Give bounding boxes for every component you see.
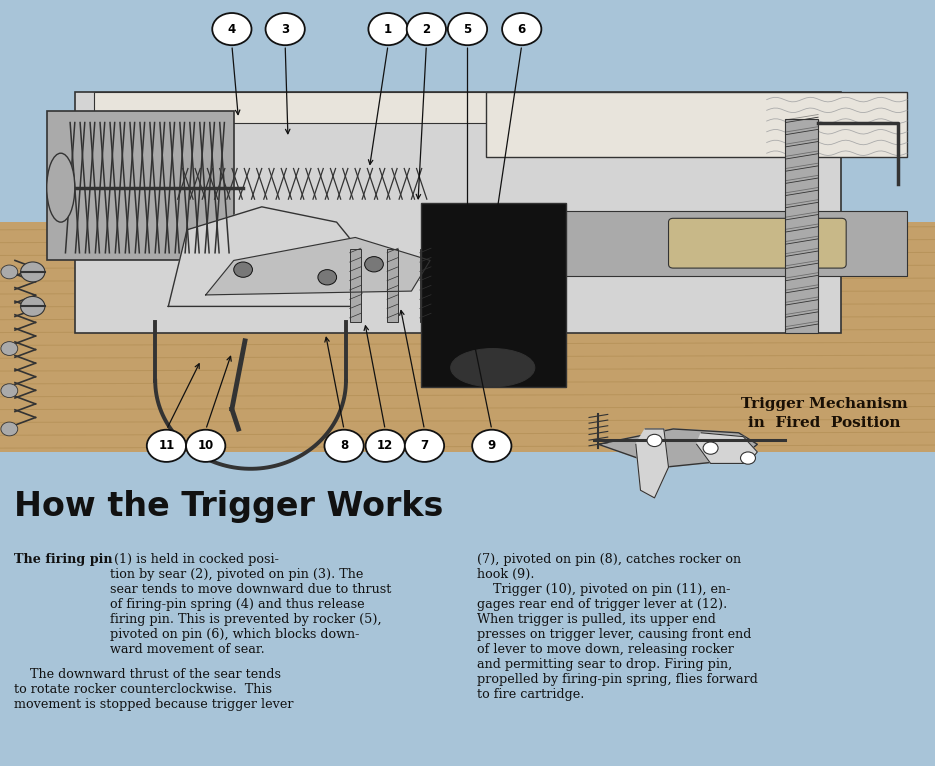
- Circle shape: [1, 384, 18, 398]
- Circle shape: [502, 13, 541, 45]
- Circle shape: [741, 452, 755, 464]
- Bar: [0, 222, 935, 452]
- Text: (1) is held in cocked posi-
tion by sear (2), pivoted on pin (3). The
sear tends: (1) is held in cocked posi- tion by sear…: [110, 553, 392, 656]
- Text: 5: 5: [464, 23, 471, 35]
- Bar: [486, 92, 907, 157]
- FancyBboxPatch shape: [669, 218, 846, 268]
- Text: How the Trigger Works: How the Trigger Works: [14, 490, 443, 523]
- Circle shape: [405, 430, 444, 462]
- Circle shape: [448, 13, 487, 45]
- Text: The downward thrust of the sear tends
to rotate rocker counterclockwise.  This
m: The downward thrust of the sear tends to…: [14, 653, 294, 711]
- Circle shape: [21, 296, 45, 316]
- Text: 10: 10: [197, 440, 214, 452]
- Text: 7: 7: [421, 440, 428, 452]
- Text: 11: 11: [158, 440, 175, 452]
- Bar: [75, 92, 842, 333]
- Polygon shape: [598, 429, 757, 467]
- Text: 3: 3: [281, 23, 289, 35]
- Text: 12: 12: [377, 440, 394, 452]
- Circle shape: [318, 270, 337, 285]
- Text: 9: 9: [488, 440, 496, 452]
- Text: Trigger Mechanism: Trigger Mechanism: [741, 398, 908, 411]
- Polygon shape: [206, 237, 430, 295]
- Circle shape: [365, 257, 383, 272]
- Ellipse shape: [451, 349, 535, 387]
- Text: in  Fired  Position: in Fired Position: [748, 416, 901, 430]
- Circle shape: [647, 434, 662, 447]
- Circle shape: [147, 430, 186, 462]
- Circle shape: [407, 13, 446, 45]
- Polygon shape: [697, 433, 757, 463]
- Text: 2: 2: [423, 23, 430, 35]
- Circle shape: [234, 262, 252, 277]
- Bar: [785, 119, 818, 333]
- Text: 4: 4: [228, 23, 236, 35]
- Text: (7), pivoted on pin (8), catches rocker on
hook (9).
    Trigger (10), pivoted o: (7), pivoted on pin (8), catches rocker …: [477, 553, 757, 701]
- Circle shape: [212, 13, 252, 45]
- Text: The firing pin: The firing pin: [14, 553, 112, 566]
- Bar: [486, 211, 907, 276]
- Polygon shape: [636, 429, 669, 498]
- Bar: [420, 249, 431, 322]
- Circle shape: [1, 265, 18, 279]
- Circle shape: [1, 422, 18, 436]
- Circle shape: [703, 442, 718, 454]
- Circle shape: [21, 262, 45, 282]
- Bar: [47, 111, 234, 260]
- Text: 8: 8: [340, 440, 348, 452]
- Bar: [350, 249, 361, 322]
- Circle shape: [366, 430, 405, 462]
- Bar: [421, 203, 566, 387]
- Circle shape: [1, 342, 18, 355]
- Bar: [387, 249, 398, 322]
- Ellipse shape: [47, 153, 75, 222]
- Circle shape: [368, 13, 408, 45]
- Bar: [94, 92, 823, 123]
- Circle shape: [186, 430, 225, 462]
- Text: 6: 6: [518, 23, 525, 35]
- Text: 1: 1: [384, 23, 392, 35]
- Circle shape: [324, 430, 364, 462]
- Polygon shape: [168, 207, 374, 306]
- Circle shape: [266, 13, 305, 45]
- Circle shape: [472, 430, 511, 462]
